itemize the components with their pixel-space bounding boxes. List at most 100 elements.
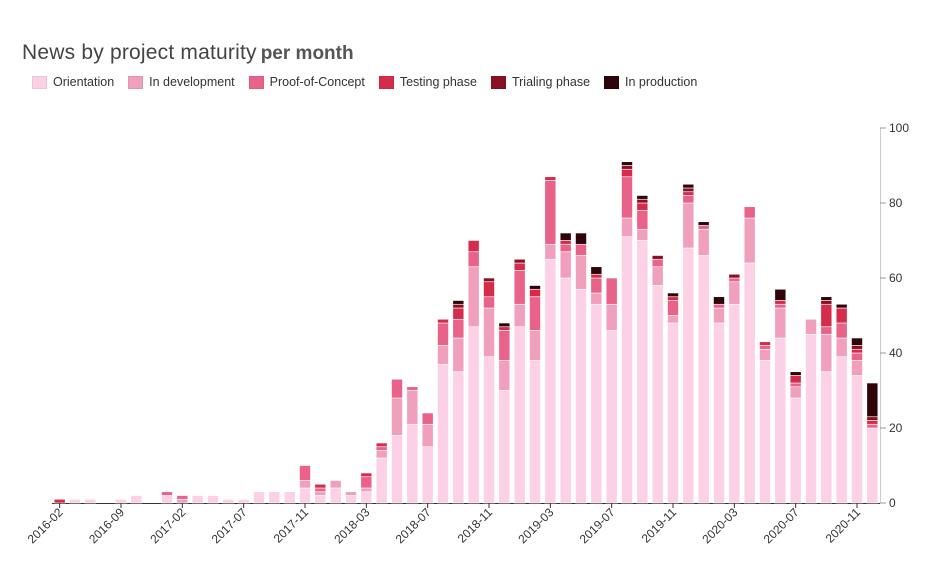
bar-segment-in-production [452,300,465,305]
bar-segment-orientation [789,397,802,504]
bar-stack [207,495,219,504]
legend-item-in-development[interactable]: In development [128,75,235,89]
bar-segment-in-development [559,251,572,279]
legend-item-in-production[interactable]: In production [604,75,697,89]
bar-stack [621,161,633,504]
bar-segment-proof-of-concept [299,465,311,481]
bar-segment-trialing-phase [513,258,526,264]
bar-segment-orientation [529,360,541,504]
bar-segment-proof-of-concept [697,225,710,230]
bar-segment-proof-of-concept [590,277,603,294]
bar-segment-in-development [529,330,541,361]
bar-segment-in-development [590,292,603,305]
bar-stack [728,273,741,504]
bar-segment-in-development [329,480,342,489]
bar-segment-orientation [605,330,618,504]
bar-segment-in-development [360,487,373,493]
bar-segment-orientation [774,337,787,504]
bar-stack [636,195,649,504]
bar-segment-proof-of-concept [820,326,833,335]
bar-segment-orientation [299,487,311,504]
bar-segment-in-development [375,450,388,459]
bar-segment-in-production [866,382,879,418]
bar-segment-orientation [375,457,388,504]
bar-segment-trialing-phase [728,273,741,279]
legend-swatch [128,75,144,89]
bar-stack [253,491,265,504]
bar-segment-in-production [713,296,725,305]
bar-segment-orientation [360,491,373,504]
bar-segment-in-development [498,360,511,391]
bar-segment-trialing-phase [452,303,465,309]
bar-stack [406,386,419,504]
chart-subtitle: per month [260,43,354,64]
legend-label: Proof-of-Concept [269,75,365,89]
bar-segment-in-development [774,307,787,339]
legend-item-testing-phase[interactable]: Testing phase [378,75,477,89]
bar-segment-orientation [651,285,664,504]
bar-segment-proof-of-concept [789,382,802,388]
bar-segment-in-development [805,318,817,335]
bar-segment-in-development [851,360,863,376]
bar-segment-orientation [207,495,219,504]
bar-segment-in-development [314,491,327,496]
bar-stack [299,465,311,504]
y-tick-label: 0 [889,496,896,510]
bar-segment-proof-of-concept [544,180,557,245]
bar-segment-testing-phase [590,273,603,279]
bar-segment-in-development [682,202,695,249]
bar-stack [452,300,465,504]
bar-segment-orientation [820,371,833,504]
bar-stack [713,296,725,504]
bar-stack [774,288,787,504]
bar-stack [682,183,695,504]
legend-label: Trialing phase [511,75,591,89]
x-tick-label: 2019-07 [577,505,618,546]
bar-segment-orientation [728,303,741,504]
bar-segment-testing-phase [636,202,649,211]
legend-item-trialing-phase[interactable]: Trialing phase [490,75,591,89]
x-tick-label: 2018-03 [331,505,372,546]
y-tick-label: 20 [889,421,903,435]
legend-item-proof-of-concept[interactable]: Proof-of-Concept [248,75,365,89]
bar-segment-in-development [452,337,465,373]
bar-segment-in-production [559,232,572,241]
bar-stack [605,277,618,504]
bar-segment-in-development [636,228,649,241]
bar-segment-in-production [621,161,633,166]
bar-segment-orientation [636,240,649,504]
legend-item-orientation[interactable]: Orientation [32,75,114,89]
bar-stack [483,277,495,504]
bar-stack [743,206,756,504]
bar-segment-proof-of-concept [421,412,434,425]
bar-segment-orientation [621,236,633,504]
bar-segment-proof-of-concept [605,277,618,305]
bar-stack [69,498,81,504]
bar-stack [498,322,511,504]
x-tick-label: 2017-02 [147,505,188,546]
bar-segment-in-development [391,397,403,436]
bar-segment-testing-phase [375,442,388,448]
bar-segment-in-development [697,228,710,256]
bar-segment-testing-phase [851,348,863,354]
legend-swatch [604,75,620,89]
bar-segment-proof-of-concept [682,195,695,204]
bar-segment-orientation [115,498,127,504]
bar-stack [575,232,587,504]
bar-segment-testing-phase [544,176,557,181]
bar-segment-proof-of-concept [161,491,173,496]
bar-segment-proof-of-concept [559,243,572,253]
bar-segment-in-production [529,285,541,290]
bar-segment-orientation [283,491,296,504]
bar-segment-in-production [789,371,802,376]
bar-stack [283,491,296,504]
bar-stack [559,232,572,504]
bar-segment-in-development [467,266,480,328]
bar-segment-in-development [513,303,526,328]
bar-segment-in-development [728,281,741,305]
bar-segment-proof-of-concept [636,210,649,230]
bar-stack [53,498,66,504]
bar-segment-orientation [498,390,511,504]
x-tick-label: 2017-11 [271,505,312,546]
